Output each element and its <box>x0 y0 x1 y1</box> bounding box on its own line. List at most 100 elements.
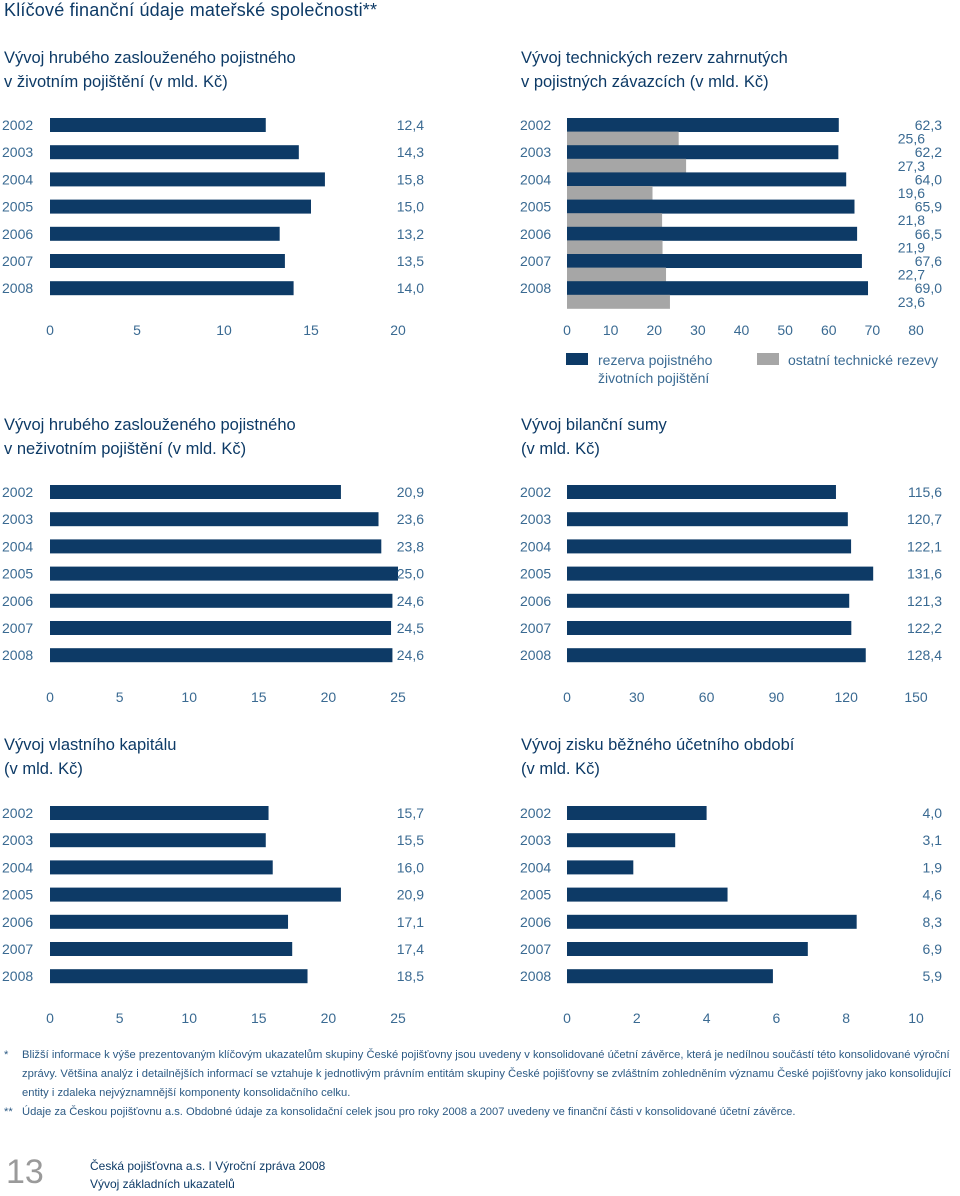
chart-title-technical-reserves: Vývoj technických rezerv zahrnutých v po… <box>521 46 788 94</box>
year-label: 2008 <box>2 968 33 984</box>
chart-balance-sum: 2002 115,6 2003 120,7 2004 122,1 2005 131,6 2006… <box>520 484 942 705</box>
bar-2002 <box>50 806 269 820</box>
value-label-secondary: 23,6 <box>898 294 925 310</box>
value-label-secondary: 21,9 <box>898 239 925 255</box>
year-label: 2007 <box>2 253 33 269</box>
chart-title-nonlife-premium: Vývoj hrubého zaslouženého pojistného v … <box>4 413 296 461</box>
value-label: 122,1 <box>907 538 942 554</box>
year-label: 2007 <box>520 253 551 269</box>
tick-label: 10 <box>216 322 232 338</box>
bar-2006 <box>50 226 280 241</box>
tick-label: 15 <box>303 322 319 338</box>
bar-2003 <box>567 512 848 527</box>
value-label-secondary: 21,8 <box>898 212 925 228</box>
year-label: 2005 <box>520 566 551 582</box>
year-label: 2006 <box>2 914 33 930</box>
value-label: 3,1 <box>923 832 943 848</box>
value-label: 14,3 <box>397 144 424 160</box>
bar-2004 <box>50 860 273 875</box>
tick-label: 15 <box>251 689 267 705</box>
bar-2004 <box>50 172 325 187</box>
year-label: 2003 <box>520 832 551 848</box>
year-label: 2007 <box>2 620 33 636</box>
value-label: 64,0 <box>915 171 942 187</box>
bar-2002 <box>567 485 836 499</box>
value-label: 24,5 <box>397 620 424 636</box>
bar-2006 <box>50 914 289 929</box>
year-label: 2005 <box>520 887 551 903</box>
bar-2006 <box>567 593 850 608</box>
tick-label: 10 <box>181 1010 197 1026</box>
value-label: 15,7 <box>397 805 424 821</box>
chart-title-line: (v mld. Kč) <box>4 760 83 778</box>
value-label: 67,6 <box>915 253 942 269</box>
bar-2008 <box>50 281 294 296</box>
year-label: 2008 <box>2 647 33 663</box>
bar-secondary-2004 <box>567 186 653 200</box>
year-label: 2002 <box>520 805 551 821</box>
year-label: 2006 <box>520 914 551 930</box>
year-label: 2002 <box>2 117 33 133</box>
year-label: 2003 <box>2 511 33 527</box>
bar-2004 <box>50 539 382 554</box>
footnote-mark: * <box>4 1049 9 1061</box>
bar-2003 <box>50 512 379 527</box>
bar-2008 <box>567 648 866 663</box>
footnotes: * Bližší informace k výše prezentovaným … <box>4 1046 959 1122</box>
chart-title-line: Vývoj technických rezerv zahrnutých <box>521 49 788 67</box>
bar-2007 <box>50 621 392 635</box>
chart-title-line: Vývoj hrubého zaslouženého pojistného <box>4 416 296 434</box>
year-label: 2004 <box>520 171 551 187</box>
year-label: 2005 <box>2 566 33 582</box>
value-label: 4,0 <box>923 805 943 821</box>
value-label: 8,3 <box>923 914 943 930</box>
value-label: 24,6 <box>397 647 424 663</box>
value-label: 131,6 <box>907 566 942 582</box>
bar-secondary-2007 <box>567 267 667 282</box>
year-label: 2002 <box>2 805 33 821</box>
bar-2004 <box>567 539 852 554</box>
value-label: 14,0 <box>397 280 424 296</box>
bar-2005 <box>50 566 398 581</box>
bar-2005 <box>567 199 855 214</box>
value-label: 13,2 <box>397 226 424 242</box>
value-label: 15,0 <box>397 199 424 215</box>
bar-2003 <box>567 145 839 160</box>
bar-2008 <box>567 969 773 984</box>
chart-title-line: Vývoj hrubého zaslouženého pojistného <box>4 49 296 67</box>
chart-title-line: v pojistných závazcích (v mld. Kč) <box>521 73 769 91</box>
value-label: 115,6 <box>908 484 942 500</box>
bar-secondary-2002 <box>567 131 679 146</box>
value-label: 62,3 <box>915 117 942 133</box>
chart-title-profit: Vývoj zisku běžného účetního období (v m… <box>521 733 794 781</box>
bar-2002 <box>50 485 341 499</box>
year-label: 2004 <box>520 859 551 875</box>
value-label: 66,5 <box>915 226 942 242</box>
chart-title-line: Vývoj zisku běžného účetního období <box>521 736 795 754</box>
tick-label: 0 <box>563 1010 571 1026</box>
legend-line: rezerva pojistného <box>598 352 713 368</box>
year-label: 2004 <box>2 859 33 875</box>
tick-label: 4 <box>703 1010 711 1026</box>
tick-label: 20 <box>390 322 406 338</box>
value-label: 69,0 <box>915 280 942 296</box>
tick-label: 15 <box>251 1010 267 1026</box>
tick-label: 50 <box>777 322 793 338</box>
year-label: 2003 <box>2 832 33 848</box>
tick-label: 2 <box>633 1010 641 1026</box>
tick-label: 90 <box>769 689 785 705</box>
year-label: 2006 <box>2 226 33 242</box>
year-label: 2005 <box>520 199 551 215</box>
year-label: 2004 <box>520 538 551 554</box>
tick-label: 30 <box>690 322 706 338</box>
tick-label: 0 <box>46 322 54 338</box>
tick-label: 0 <box>46 689 54 705</box>
value-label: 23,8 <box>397 538 424 554</box>
footnote: ** Údaje za Českou pojišťovnu a.s. Obdob… <box>4 1103 959 1122</box>
chart-profit: 2002 4,0 2003 3,1 2004 1,9 2005 4,6 2006 8,3 2007 6… <box>520 805 943 1026</box>
year-label: 2008 <box>520 968 551 984</box>
legend-line: životních pojištění <box>598 370 710 386</box>
chart-title-line: Vývoj bilanční sumy <box>521 416 667 434</box>
